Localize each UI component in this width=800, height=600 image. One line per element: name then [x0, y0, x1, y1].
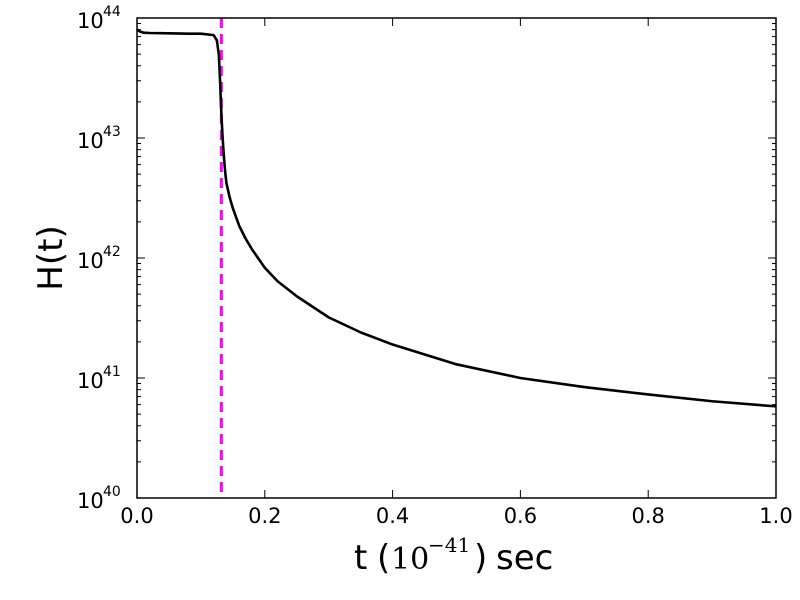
y-tick-label: 10 41: [77, 364, 121, 393]
y-tick-label-exponent: 42: [103, 244, 121, 260]
x-tick-label: 0.4: [376, 504, 409, 528]
y-tick-label-base: 10: [77, 369, 104, 393]
x-axis-title-open-paren: (: [377, 538, 390, 578]
series-layer: [136, 18, 777, 498]
plot-frame: [136, 17, 777, 499]
y-tick-label-exponent: 41: [103, 364, 121, 380]
x-axis-unit-base: 10: [391, 542, 429, 577]
y-tick-label-exponent: 44: [103, 4, 121, 20]
x-axis-title: t ( 10 −41 ) sec: [354, 533, 553, 578]
y-axis-title: H(t): [31, 225, 71, 290]
x-axis-unit-exponent: −41: [428, 533, 470, 557]
y-tick-label-base: 10: [77, 489, 104, 513]
y-tick-label: 10 43: [77, 124, 121, 153]
x-tick-label: 0.6: [504, 504, 537, 528]
x-tick-label: 0.0: [120, 504, 153, 528]
y-tick-label-exponent: 40: [103, 484, 121, 500]
x-tick-label: 0.2: [248, 504, 281, 528]
x-tick-label: 1.0: [759, 504, 792, 528]
y-tick-label-base: 10: [77, 9, 104, 33]
y-tick-label: 10 44: [77, 4, 121, 33]
y-tick-label: 10 40: [77, 484, 121, 513]
y-tick-label-exponent: 43: [103, 124, 121, 140]
x-axis-title-suffix: sec: [496, 538, 553, 578]
y-tick-label-base: 10: [77, 129, 104, 153]
x-axis-title-close-paren: ): [474, 538, 487, 578]
x-axis-title-label: t: [354, 538, 367, 578]
y-tick-label: 10 42: [77, 244, 121, 273]
x-tick-label: 0.8: [631, 504, 664, 528]
series-line: [136, 28, 777, 408]
plot-area: [137, 18, 776, 498]
y-tick-label-base: 10: [77, 249, 104, 273]
